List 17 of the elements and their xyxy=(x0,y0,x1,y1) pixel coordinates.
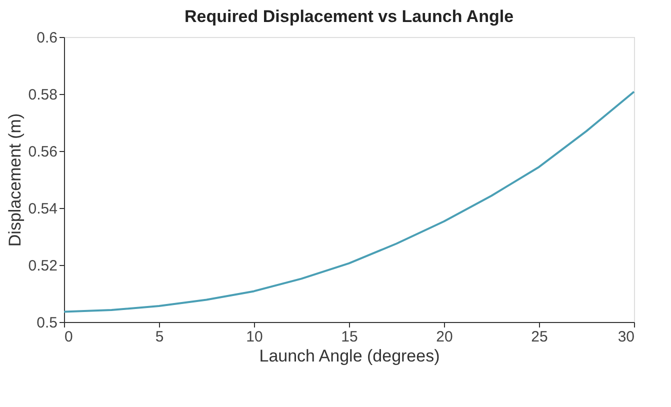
x-tick-label: 30 xyxy=(618,328,634,346)
y-tick-label: 0.54 xyxy=(28,200,58,218)
y-tick-label: 0.58 xyxy=(28,86,58,104)
y-tick-label: 0.5 xyxy=(36,314,58,332)
x-tick-label: 0 xyxy=(64,328,73,346)
x-tick-label: 15 xyxy=(341,328,358,346)
x-tick-label: 10 xyxy=(246,328,263,346)
x-tick-label: 5 xyxy=(155,328,164,346)
x-tick-label: 25 xyxy=(531,328,548,346)
y-tick-label: 0.52 xyxy=(28,258,58,274)
y-tick-label: 0.56 xyxy=(28,144,58,160)
y-axis-title: Displacement (m) xyxy=(5,113,24,247)
chart-title: Required Displacement vs Launch Angle xyxy=(184,7,514,26)
line-series xyxy=(63,90,635,313)
x-axis-title: Launch Angle (degrees) xyxy=(259,346,440,366)
y-tick-label: 0.6 xyxy=(36,30,58,46)
x-tick-label: 20 xyxy=(436,328,453,346)
